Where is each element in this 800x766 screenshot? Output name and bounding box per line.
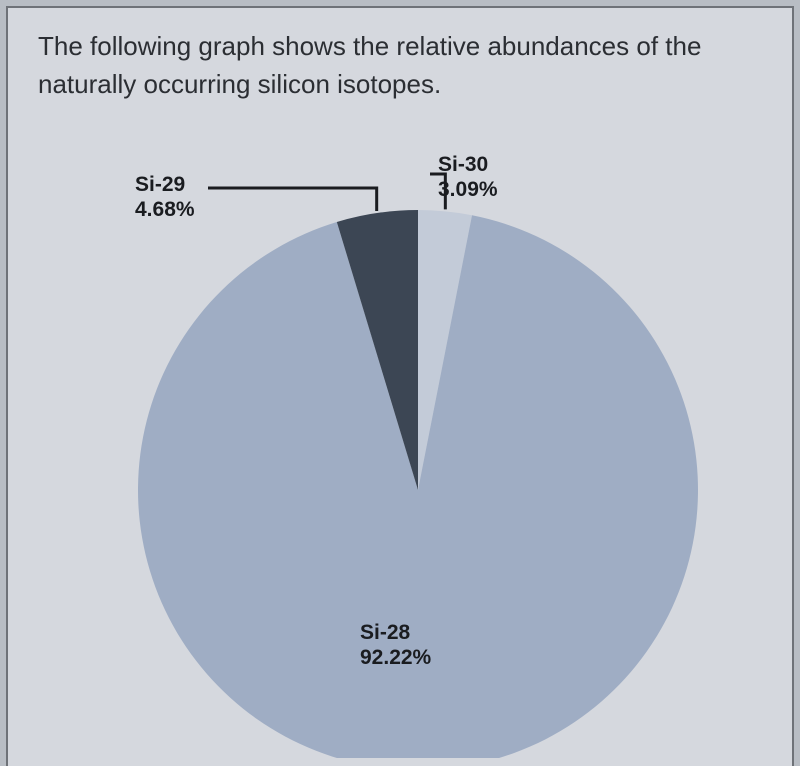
label-si28-pct: 92.22% [360, 645, 431, 670]
label-si29-name: Si-29 [135, 173, 185, 196]
label-si28: Si-28 92.22% [360, 620, 431, 670]
label-si29: Si-29 4.68% [135, 172, 195, 222]
label-si30: Si-30 3.09% [438, 152, 498, 202]
leader-si29 [208, 188, 377, 211]
label-si30-pct: 3.09% [438, 177, 498, 202]
chart-frame: The following graph shows the relative a… [6, 6, 794, 766]
label-si28-name: Si-28 [360, 621, 410, 644]
label-si30-name: Si-30 [438, 153, 488, 176]
label-si29-pct: 4.68% [135, 197, 195, 222]
pie-chart: Si-28 92.22% Si-29 4.68% Si-30 3.09% [58, 138, 758, 758]
chart-description: The following graph shows the relative a… [38, 28, 762, 103]
